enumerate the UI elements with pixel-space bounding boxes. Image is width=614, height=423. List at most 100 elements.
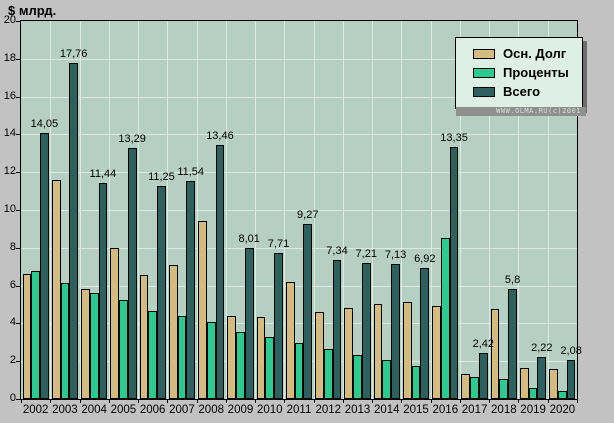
bar-principal	[168, 264, 178, 399]
x-tick-mark	[79, 399, 81, 403]
value-label: 13,35	[440, 131, 468, 144]
value-label: 11,44	[89, 167, 117, 180]
legend-label: Всего	[503, 84, 541, 99]
gridline-vertical	[167, 21, 169, 399]
bar-interest	[470, 377, 479, 399]
x-tick-mark	[21, 399, 22, 403]
y-tick-label: 20	[3, 14, 16, 26]
x-tick-mark	[50, 399, 52, 403]
bar-principal	[285, 281, 295, 399]
gridline-vertical	[401, 21, 403, 399]
bar-total	[69, 63, 79, 399]
bar-interest	[411, 365, 421, 399]
bar-interest	[499, 379, 509, 399]
gridline-vertical	[284, 21, 286, 399]
gridline-vertical	[547, 21, 549, 399]
plot-area: 14,05 17,76 11,44 13,29 11,25 11,54 13,46 8,01 7…	[20, 20, 582, 400]
x-tick-label: 2017	[461, 404, 488, 416]
legend-item-principal: Осн. Долг	[473, 47, 578, 60]
gridline-vertical	[225, 21, 227, 399]
gridline-horizontal	[21, 172, 577, 174]
y-axis-labels: 0 2 4 6 8 10 12 14 16 18 20	[0, 14, 16, 404]
x-tick-label: 2019	[520, 404, 546, 416]
gridline-vertical	[372, 21, 374, 399]
bar-principal	[22, 274, 32, 399]
x-tick-label: 2013	[344, 404, 371, 416]
gridline-vertical	[459, 21, 461, 399]
bar-total	[274, 253, 283, 399]
x-tick-label: 2015	[403, 404, 429, 416]
bar-total	[478, 353, 488, 399]
y-tick-label: 0	[9, 392, 16, 404]
y-tick-label: 6	[9, 278, 16, 291]
bar-interest	[353, 354, 362, 399]
gridline-vertical	[79, 21, 81, 399]
bar-total	[361, 262, 371, 399]
value-label: 8,01	[238, 232, 260, 245]
x-tick-mark	[255, 399, 257, 403]
bar-total	[98, 182, 108, 399]
bar-total	[537, 357, 547, 399]
bar-interest	[119, 299, 128, 399]
x-axis-labels: 2002 2003 2004 2005 2006 2007 2008 2009 2010 2011…	[21, 403, 577, 419]
y-tick-label: 4	[9, 316, 16, 329]
legend-item-total: Всего	[473, 85, 578, 98]
y-tick-label: 16	[3, 89, 16, 102]
value-label: 17,76	[59, 48, 88, 61]
gridline-horizontal	[21, 285, 577, 287]
bar-principal	[432, 306, 441, 399]
value-label: 14,05	[30, 118, 59, 131]
bar-interest	[440, 238, 450, 399]
total-swatch-icon	[473, 86, 495, 97]
x-tick-mark	[489, 399, 491, 403]
gridline-vertical	[196, 21, 198, 399]
x-tick-mark	[430, 399, 432, 403]
gridline-horizontal	[21, 96, 577, 98]
value-label: 13,46	[206, 129, 234, 142]
x-tick-label: 2010	[256, 404, 283, 416]
y-tick-mark	[16, 247, 20, 249]
interest-swatch-icon	[473, 67, 495, 78]
bar-total	[127, 147, 137, 399]
gridline-vertical	[255, 21, 257, 399]
x-tick-label: 2006	[139, 404, 166, 416]
x-tick-label: 2003	[52, 404, 78, 416]
value-label: 9,27	[297, 208, 319, 221]
x-tick-mark	[518, 399, 520, 403]
y-tick-label: 14	[3, 127, 16, 140]
x-tick-mark	[342, 399, 344, 403]
bar-total	[244, 247, 254, 399]
x-tick-mark	[577, 399, 578, 403]
bar-total	[566, 359, 576, 399]
bar-interest	[206, 322, 216, 399]
bar-total	[157, 186, 166, 399]
x-tick-mark	[372, 399, 374, 403]
bar-principal	[227, 315, 237, 399]
gridline-vertical	[430, 21, 432, 399]
gridline-vertical	[50, 21, 52, 399]
bar-principal	[402, 301, 412, 399]
value-label: 2,08	[560, 344, 582, 357]
bar-total	[420, 268, 430, 399]
bar-principal	[344, 308, 354, 399]
bar-interest	[323, 348, 333, 399]
watermark: WWW.OLMA.RU(c)2001	[456, 107, 586, 116]
x-tick-mark	[459, 399, 461, 403]
value-label: 7,21	[355, 247, 377, 260]
x-tick-mark	[167, 399, 169, 403]
bar-interest	[382, 360, 392, 399]
x-tick-label: 2004	[81, 404, 107, 416]
x-tick-mark	[284, 399, 286, 403]
y-tick-label: 12	[3, 165, 16, 178]
y-tick-label: 8	[9, 240, 16, 253]
value-label: 13,29	[118, 132, 146, 145]
y-tick-mark	[16, 210, 20, 211]
y-tick-label: 10	[3, 203, 16, 215]
legend: Осн. Долг Проценты Всего	[455, 37, 583, 109]
bar-total	[40, 133, 49, 399]
value-label: 11,54	[177, 165, 205, 178]
value-label: 11,25	[148, 171, 175, 184]
bar-interest	[265, 336, 275, 399]
bar-total	[303, 223, 313, 399]
